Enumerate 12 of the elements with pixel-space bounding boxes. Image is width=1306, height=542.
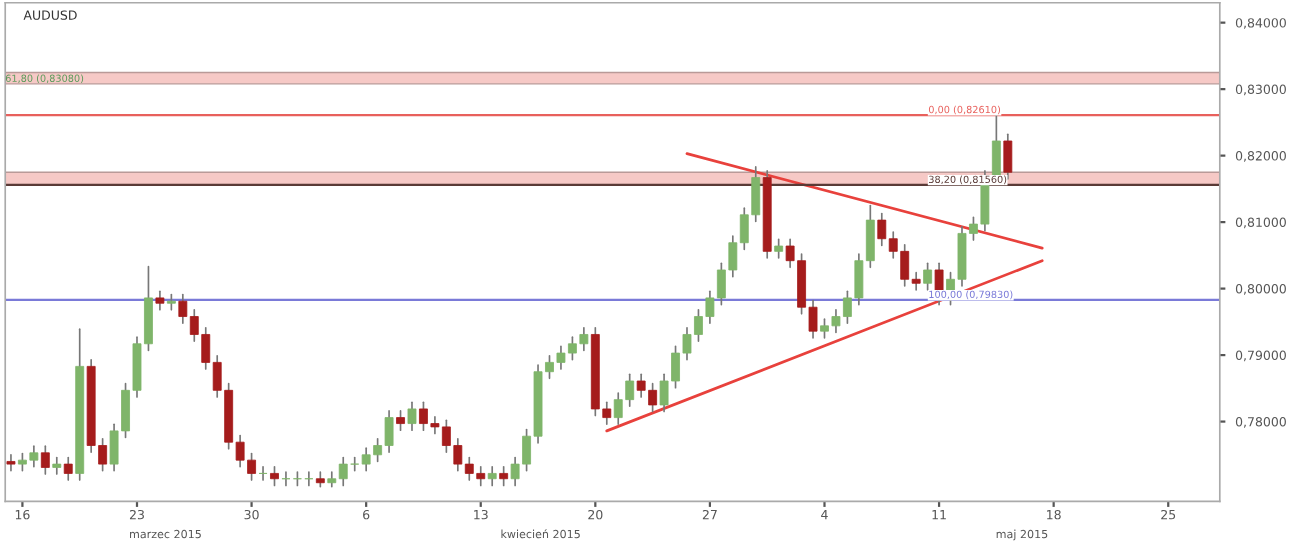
candlestick — [774, 238, 784, 259]
candlestick — [270, 465, 279, 487]
candlestick — [923, 262, 933, 291]
candlestick — [6, 453, 16, 472]
candlestick — [487, 465, 497, 487]
candlestick — [155, 290, 165, 311]
candlestick — [407, 401, 417, 432]
candlestick — [1003, 133, 1013, 180]
candlestick — [499, 465, 509, 487]
candlestick — [396, 410, 405, 432]
candlestick — [40, 445, 50, 475]
candlestick — [63, 456, 73, 481]
